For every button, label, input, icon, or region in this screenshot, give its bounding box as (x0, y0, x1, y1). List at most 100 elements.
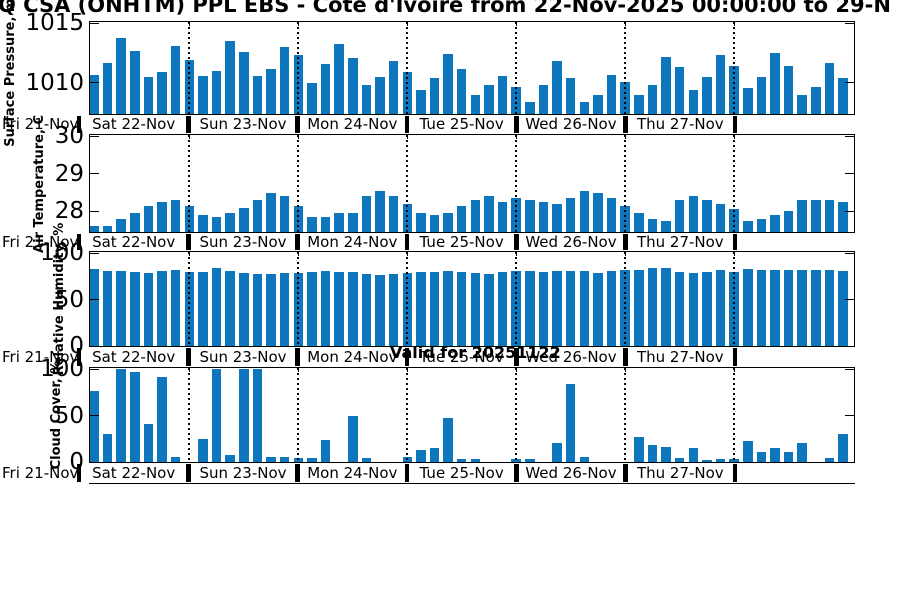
bar (770, 215, 780, 232)
bar (593, 94, 603, 114)
bar (225, 41, 235, 114)
bar (824, 62, 835, 114)
bar (797, 443, 807, 462)
bar (593, 192, 603, 232)
day-label: Sun 23-Nov (199, 464, 287, 482)
day-boundary-dotted-line (515, 368, 518, 462)
bar (456, 271, 467, 346)
day-separator (732, 116, 738, 133)
bar (211, 71, 222, 114)
y-tick-right (845, 22, 854, 24)
bar (634, 213, 644, 232)
day-separator (514, 464, 519, 482)
day-label: Mon 24-Nov (307, 464, 398, 482)
x-tick-top (188, 368, 190, 372)
x-tick-top (733, 252, 735, 256)
bar (538, 271, 549, 346)
x-tick-top (188, 22, 190, 26)
bar (811, 200, 821, 232)
bar (334, 271, 344, 346)
day-separator (514, 116, 519, 133)
day-boundary-dotted-line (406, 135, 409, 232)
x-tick-top (733, 135, 735, 139)
bar (348, 213, 358, 232)
y-tick-left (89, 135, 99, 137)
y-tick-right (845, 461, 854, 462)
bar (116, 271, 126, 346)
bar (130, 213, 140, 232)
day-label: Sun 23-Nov (199, 233, 287, 251)
day-separator (76, 348, 82, 366)
y-tick-left (89, 210, 99, 212)
bar (252, 273, 263, 346)
bar (130, 271, 140, 346)
day-boundary-dotted-line (733, 22, 736, 114)
day-boundary-dotted-line (733, 135, 736, 232)
day-separator (295, 116, 300, 133)
day-separator (623, 116, 628, 133)
bar (266, 273, 276, 346)
day-separator (76, 464, 82, 482)
day-separator (623, 234, 628, 250)
bar (647, 445, 658, 462)
y-tick-left (89, 415, 99, 417)
bar (606, 271, 617, 346)
x-tick-top (406, 22, 408, 26)
day-label: Thu 27-Nov (636, 464, 724, 482)
day-label: Sat 22-Nov (92, 464, 176, 482)
y-tick-label: 1010 (25, 69, 84, 96)
bar (797, 200, 807, 232)
chart-title: Q CSA (ONHTM) PPL EBS - Côte d'Ivoire fr… (0, 0, 891, 17)
bar (198, 438, 208, 462)
bar (497, 271, 508, 346)
bar (429, 448, 440, 462)
bar (743, 220, 753, 232)
bar (416, 271, 426, 346)
bar (89, 269, 99, 346)
y-tick-left (89, 368, 99, 370)
x-tick-top (297, 135, 299, 139)
day-boundary-dotted-line (188, 252, 191, 346)
bar (838, 78, 848, 114)
bar (157, 72, 167, 114)
bar (593, 272, 603, 346)
bar (688, 448, 699, 462)
day-separator (732, 464, 738, 482)
bar (756, 218, 767, 232)
bar (266, 68, 276, 114)
y-tick-label: 29 (54, 160, 84, 187)
bar (756, 76, 767, 114)
bar (783, 451, 794, 462)
day-label: Mon 24-Nov (307, 233, 398, 251)
bar (334, 213, 344, 232)
x-tick-top (188, 135, 190, 139)
bar (361, 85, 372, 114)
lead-day-label: Fri 21-Nov (2, 115, 79, 133)
bar (334, 43, 344, 114)
day-boundary-dotted-line (515, 135, 518, 232)
bar (388, 196, 399, 232)
lead-day-label: Fri 21-Nov (2, 348, 79, 366)
y-tick-label: 1015 (25, 10, 84, 37)
bar (770, 53, 780, 114)
day-label: Tue 25-Nov (419, 348, 504, 366)
bar (565, 384, 576, 462)
bar (388, 61, 399, 114)
x-tick-top (733, 368, 735, 372)
bar (552, 271, 562, 346)
day-boundary-dotted-line (188, 135, 191, 232)
bar (170, 200, 181, 232)
day-separator (514, 348, 519, 366)
day-label: Sun 23-Nov (199, 115, 287, 133)
day-separator (732, 348, 738, 366)
x-tick-top (297, 22, 299, 26)
bar (661, 220, 671, 232)
bar (579, 457, 590, 462)
bar (116, 218, 126, 232)
bar (198, 75, 208, 114)
day-label: Thu 27-Nov (636, 233, 724, 251)
day-boundary-dotted-line (624, 368, 627, 462)
bar (416, 213, 426, 232)
bar (688, 272, 699, 346)
